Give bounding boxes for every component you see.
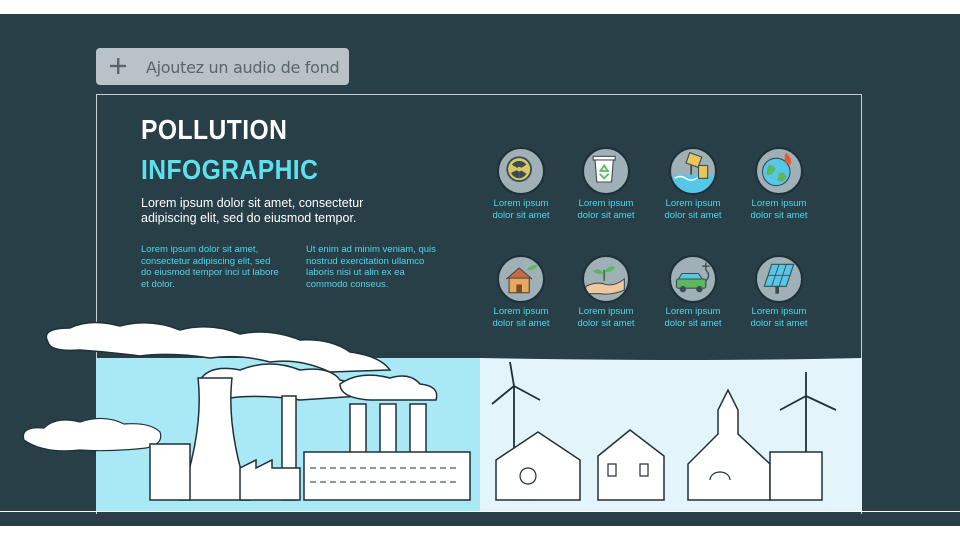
icon-item-house: Lorem ipsum dolor sit amet [476,255,566,329]
electric-car-icon [669,255,717,303]
recycle-bin-icon [582,147,630,195]
add-background-audio-label: Ajoutez un audio de fond [146,58,340,77]
plus-icon [110,58,126,74]
icon-item-earth: Lorem ipsum dolor sit amet [734,147,824,221]
icon-item-solar: Lorem ipsum dolor sit amet [734,255,824,329]
pollution-illustration [0,321,960,512]
eco-house-icon [497,255,545,303]
slide-column-text-1: Lorem ipsum dolor sit amet, consectetur … [141,244,279,290]
radioactive-icon [497,147,545,195]
icon-item-car: Lorem ipsum dolor sit amet [648,255,738,329]
solar-panel-icon [755,255,803,303]
add-background-audio-button[interactable]: Ajoutez un audio de fond [96,48,349,85]
water-pollution-icon [669,147,717,195]
slide-column-text-2: Ut enim ad minim veniam, quis nostrud ex… [306,244,436,290]
icon-item-radioactive: Lorem ipsum dolor sit amet [476,147,566,221]
icon-item-water: Lorem ipsum dolor sit amet [648,147,738,221]
plant-hand-icon [582,255,630,303]
slide-title-line1: POLLUTION [141,114,288,145]
slide-lead-text: Lorem ipsum dolor sit amet, consectetur … [141,196,364,225]
burning-earth-icon [755,147,803,195]
icon-item-recycle: Lorem ipsum dolor sit amet [561,147,651,221]
icon-item-plant: Lorem ipsum dolor sit amet [561,255,651,329]
slide-frame [96,94,862,514]
slide-title-line2: INFOGRAPHIC [141,154,319,185]
